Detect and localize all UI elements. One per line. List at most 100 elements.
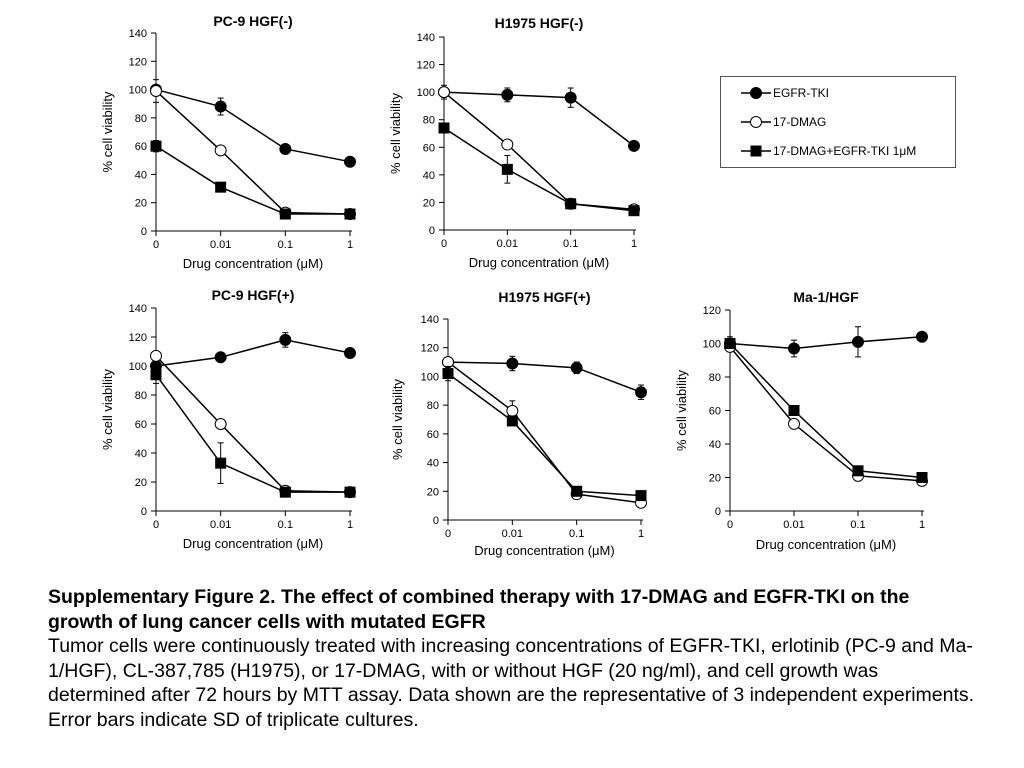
data-point-open-circle	[788, 417, 800, 430]
data-point-filled-square	[635, 490, 647, 502]
y-tick-label: 100	[129, 361, 147, 373]
x-tick-label: 0.1	[278, 519, 293, 531]
chart-h1975-hgf-minus-svg: H1975 HGF(-) 0 20 40 60 80 100 120 140 0 0.01 0.1 1 D…	[388, 15, 640, 270]
chart-ma1-hgf-svg: Ma-1/HGF 0 20 40 60 80 100 120 0 0.01 0.1 1 Drug con…	[674, 289, 928, 552]
chart-title: Ma-1/HGF	[793, 289, 859, 305]
data-point-filled-square	[215, 457, 227, 469]
y-tick-label: 0	[715, 506, 721, 518]
chart-pc9-hgf-plus-svg: PC-9 HGF(+) 0 20 40 60 80 100 120 140 0 0.01 0.1 1 Dr…	[100, 287, 356, 551]
data-point-filled-square	[150, 369, 162, 381]
data-point-filled-square	[215, 181, 227, 193]
series-line-filled-square	[447, 372, 642, 497]
series-line-filled-circle	[447, 361, 642, 393]
x-axis-label: Drug concentration (μM)	[183, 536, 323, 551]
y-tick-label: 60	[423, 142, 435, 154]
x-tick-label: 0.01	[210, 239, 231, 251]
y-tick-label: 20	[135, 198, 147, 210]
chart-h1975-hgf-minus: H1975 HGF(-) 0 20 40 60 80 100 120 140 0 0.01 0.1 1 D…	[388, 10, 688, 285]
y-tick-label: 60	[709, 406, 721, 418]
caption-title: Supplementary Figure 2. The effect of co…	[48, 586, 910, 633]
data-point-open-circle	[214, 418, 227, 430]
y-tick-label: 100	[417, 87, 435, 99]
caption-body: Tumor cells were continuously treated wi…	[48, 635, 975, 731]
data-point-filled-square	[344, 486, 356, 498]
data-point-filled-square	[344, 208, 356, 220]
x-axis-label: Drug concentration (μM)	[756, 537, 896, 552]
figure-caption: Supplementary Figure 2. The effect of co…	[48, 585, 978, 732]
chart-pc9-hgf-plus: PC-9 HGF(+) 0 20 40 60 80 100 120 140 0 0.01 0.1 1 Dr…	[100, 283, 400, 558]
data-point-filled-square	[571, 485, 583, 497]
series-line-filled-circle	[155, 88, 351, 163]
y-tick-label: 60	[427, 429, 439, 441]
x-tick-label: 1	[347, 519, 353, 531]
y-tick-label: 40	[423, 170, 435, 182]
chart-ma1-hgf: Ma-1/HGF 0 20 40 60 80 100 120 0 0.01 0.1 1 Drug con…	[674, 284, 974, 559]
y-tick-label: 40	[135, 169, 147, 181]
y-tick-label: 100	[421, 371, 439, 383]
y-tick-label: 80	[423, 115, 435, 127]
data-point-filled-square	[852, 465, 864, 477]
data-point-filled-square	[442, 368, 454, 380]
series-line-filled-circle	[155, 339, 351, 367]
series-line-filled-square	[155, 145, 350, 215]
data-point-open-circle	[214, 144, 227, 157]
y-tick-label: 140	[417, 32, 435, 44]
data-point-filled-circle	[570, 361, 583, 374]
chart-pc9-hgf-minus-svg: PC-9 HGF(-) 0 20 40 60 80 100 120 140 0 0.01 0.1 1 Dr…	[100, 13, 356, 271]
y-tick-label: 100	[703, 339, 721, 351]
x-tick-label: 0.01	[783, 519, 804, 531]
chart-title: H1975 HGF(-)	[495, 15, 584, 31]
y-tick-label: 20	[427, 486, 439, 498]
data-point-filled-square	[916, 472, 928, 483]
data-point-filled-square	[279, 486, 291, 498]
y-tick-label: 20	[423, 197, 435, 209]
x-tick-label: 0.01	[502, 528, 523, 540]
data-point-filled-circle	[214, 100, 227, 113]
legend-label: EGFR-TKI	[773, 86, 829, 100]
series-line-filled-square	[443, 127, 635, 212]
series-line-open-circle	[155, 90, 351, 215]
y-tick-label: 80	[427, 400, 439, 412]
data-point-filled-circle	[788, 342, 800, 355]
x-axis-label: Drug concentration (μM)	[474, 543, 614, 558]
y-tick-label: 60	[135, 141, 147, 153]
legend-marker-filled-circle	[750, 87, 762, 99]
x-tick-label: 0	[153, 519, 159, 531]
y-tick-label: 0	[141, 506, 147, 518]
data-point-filled-circle	[852, 335, 864, 348]
y-tick-label: 80	[135, 390, 147, 402]
series-line-filled-square	[729, 342, 923, 479]
data-point-filled-square	[438, 122, 450, 134]
y-tick-label: 80	[709, 372, 721, 384]
x-tick-label: 1	[631, 238, 637, 250]
y-tick-label: 140	[421, 314, 439, 326]
y-tick-label: 120	[421, 343, 439, 355]
y-axis-label: % cell viability	[390, 379, 405, 460]
series-line-filled-circle	[729, 336, 923, 350]
data-point-filled-square	[788, 405, 800, 416]
series-line-open-circle	[443, 91, 635, 211]
y-axis-label: % cell viability	[100, 369, 115, 450]
data-point-open-circle	[150, 84, 162, 97]
chart-legend: EGFR-TKI 17-DMAG 17-DMAG+EGFR-TKI 1μM	[720, 76, 956, 168]
x-tick-label: 1	[347, 239, 353, 251]
y-tick-label: 40	[427, 458, 439, 470]
data-point-open-circle	[150, 349, 162, 362]
y-tick-label: 0	[429, 225, 435, 237]
x-tick-label: 1	[919, 519, 925, 531]
chart-h1975-hgf-plus: H1975 HGF(+) 0 20 40 60 80 100 120 140 0 0.01 0.1 1 D…	[390, 283, 690, 558]
legend-label: 17-DMAG	[773, 115, 826, 129]
y-tick-label: 80	[135, 113, 147, 125]
data-point-filled-square	[279, 208, 291, 220]
chart-pc9-hgf-minus: PC-9 HGF(-) 0 20 40 60 80 100 120 140 0 0.01 0.1 1 Dr…	[100, 8, 400, 283]
chart-title: PC-9 HGF(+)	[212, 287, 295, 303]
y-tick-label: 40	[135, 448, 147, 460]
data-point-filled-square	[501, 163, 513, 175]
y-axis-label: % cell viability	[674, 370, 689, 451]
y-tick-label: 120	[703, 305, 721, 317]
data-point-filled-circle	[635, 386, 647, 399]
data-point-filled-circle	[501, 88, 514, 101]
chart-title: PC-9 HGF(-)	[213, 13, 292, 29]
legend-marker-filled-square	[750, 145, 762, 157]
data-point-filled-square	[150, 140, 162, 152]
